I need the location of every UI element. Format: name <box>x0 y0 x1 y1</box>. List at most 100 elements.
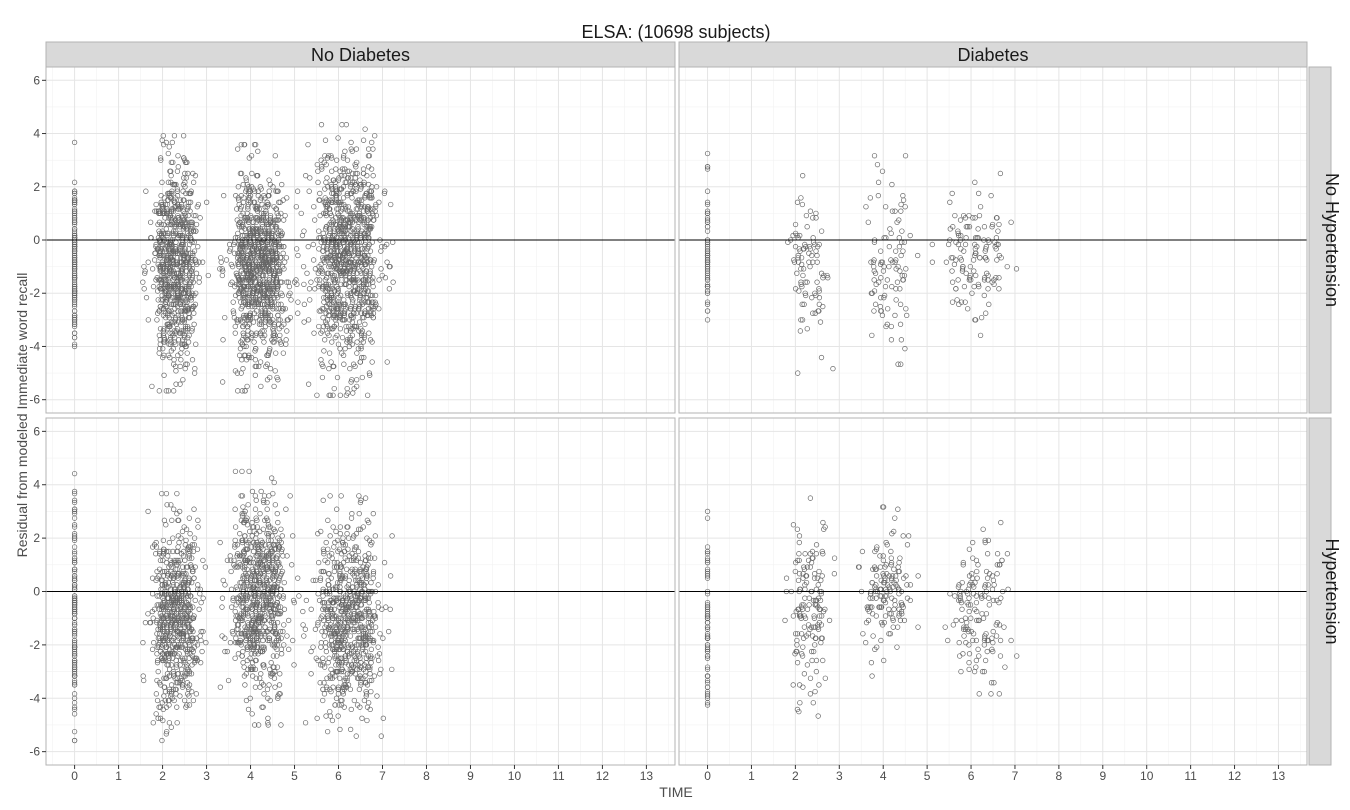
data-point <box>183 275 189 281</box>
data-point <box>183 226 189 232</box>
data-point <box>265 314 271 321</box>
data-point <box>170 259 176 265</box>
data-point <box>158 201 165 208</box>
data-point <box>284 317 290 323</box>
data-point <box>384 359 390 365</box>
data-point <box>179 328 185 334</box>
data-point <box>254 173 260 179</box>
data-point <box>279 181 285 188</box>
data-point <box>145 317 151 323</box>
data-point <box>181 197 187 203</box>
data-point <box>238 268 244 274</box>
data-point <box>233 270 239 276</box>
data-point <box>242 301 249 307</box>
data-point <box>161 208 167 214</box>
y-tick-label: 0 <box>33 233 40 247</box>
data-point <box>274 250 280 256</box>
data-point <box>258 319 265 325</box>
data-point <box>295 310 301 316</box>
data-point <box>234 281 240 288</box>
data-point <box>255 228 261 234</box>
data-point <box>220 268 226 274</box>
data-point <box>301 281 307 288</box>
data-point <box>369 359 375 365</box>
data-point <box>265 224 271 230</box>
data-point <box>170 319 176 325</box>
y-tick-label: 2 <box>33 180 40 194</box>
data-point <box>252 348 258 354</box>
data-point <box>271 323 277 330</box>
facet-panel <box>45 66 676 414</box>
data-point <box>305 141 311 148</box>
data-point <box>266 177 272 183</box>
data-point <box>160 312 167 319</box>
data-point <box>71 317 78 323</box>
data-point <box>242 388 248 394</box>
data-point <box>232 323 238 330</box>
data-point <box>175 319 182 325</box>
data-point <box>142 270 148 276</box>
data-point <box>169 281 175 288</box>
data-point <box>175 153 181 159</box>
data-point <box>258 321 264 327</box>
data-point <box>247 268 253 274</box>
data-point <box>174 295 181 301</box>
data-point <box>184 350 190 356</box>
data-point <box>171 319 178 325</box>
data-point <box>174 186 181 192</box>
data-point <box>161 210 167 217</box>
data-point <box>171 361 177 367</box>
data-point <box>172 275 178 281</box>
data-point <box>71 210 78 217</box>
data-point <box>169 290 175 296</box>
data-point <box>265 295 271 301</box>
data-point <box>361 354 367 361</box>
data-point <box>264 352 270 358</box>
data-point <box>235 230 241 237</box>
data-point <box>180 188 186 194</box>
data-point <box>305 317 312 323</box>
data-point <box>149 383 155 390</box>
data-point <box>276 326 282 332</box>
data-point <box>177 206 183 212</box>
data-point <box>170 248 177 254</box>
data-point <box>267 217 274 223</box>
data-point <box>196 279 202 285</box>
data-point <box>370 173 376 179</box>
data-point <box>269 230 275 237</box>
data-point <box>172 301 179 307</box>
data-point <box>158 277 165 283</box>
data-point <box>168 268 175 274</box>
data-point <box>71 219 78 225</box>
data-point <box>243 177 250 183</box>
data-point <box>301 301 308 307</box>
data-point <box>235 290 242 296</box>
data-point <box>235 388 241 394</box>
data-point <box>273 217 280 223</box>
data-point <box>173 381 179 387</box>
data-point <box>158 232 165 239</box>
data-point <box>251 339 257 345</box>
data-point <box>249 170 255 177</box>
data-point <box>163 272 169 279</box>
data-point <box>190 228 196 234</box>
data-point <box>277 255 283 261</box>
data-point <box>275 212 282 219</box>
data-point <box>260 246 266 252</box>
data-point <box>71 179 78 185</box>
data-point <box>230 308 236 314</box>
data-point <box>161 277 167 283</box>
data-point <box>341 153 347 159</box>
data-point <box>264 241 271 248</box>
data-point <box>184 206 191 212</box>
data-point <box>154 288 161 294</box>
data-point <box>337 392 344 398</box>
data-point <box>240 181 246 188</box>
data-point <box>274 295 281 301</box>
data-point <box>184 326 191 332</box>
data-point <box>254 301 260 307</box>
data-point <box>181 334 188 341</box>
data-point <box>274 283 281 290</box>
data-point <box>71 255 78 261</box>
data-point <box>203 199 210 205</box>
